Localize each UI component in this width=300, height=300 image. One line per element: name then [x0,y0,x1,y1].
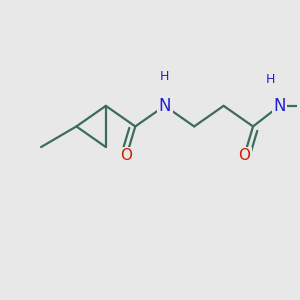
Text: N: N [158,97,171,115]
Text: H: H [160,70,169,83]
Text: H: H [266,73,275,86]
Text: O: O [120,148,132,164]
Text: O: O [238,148,250,164]
Text: N: N [273,97,286,115]
